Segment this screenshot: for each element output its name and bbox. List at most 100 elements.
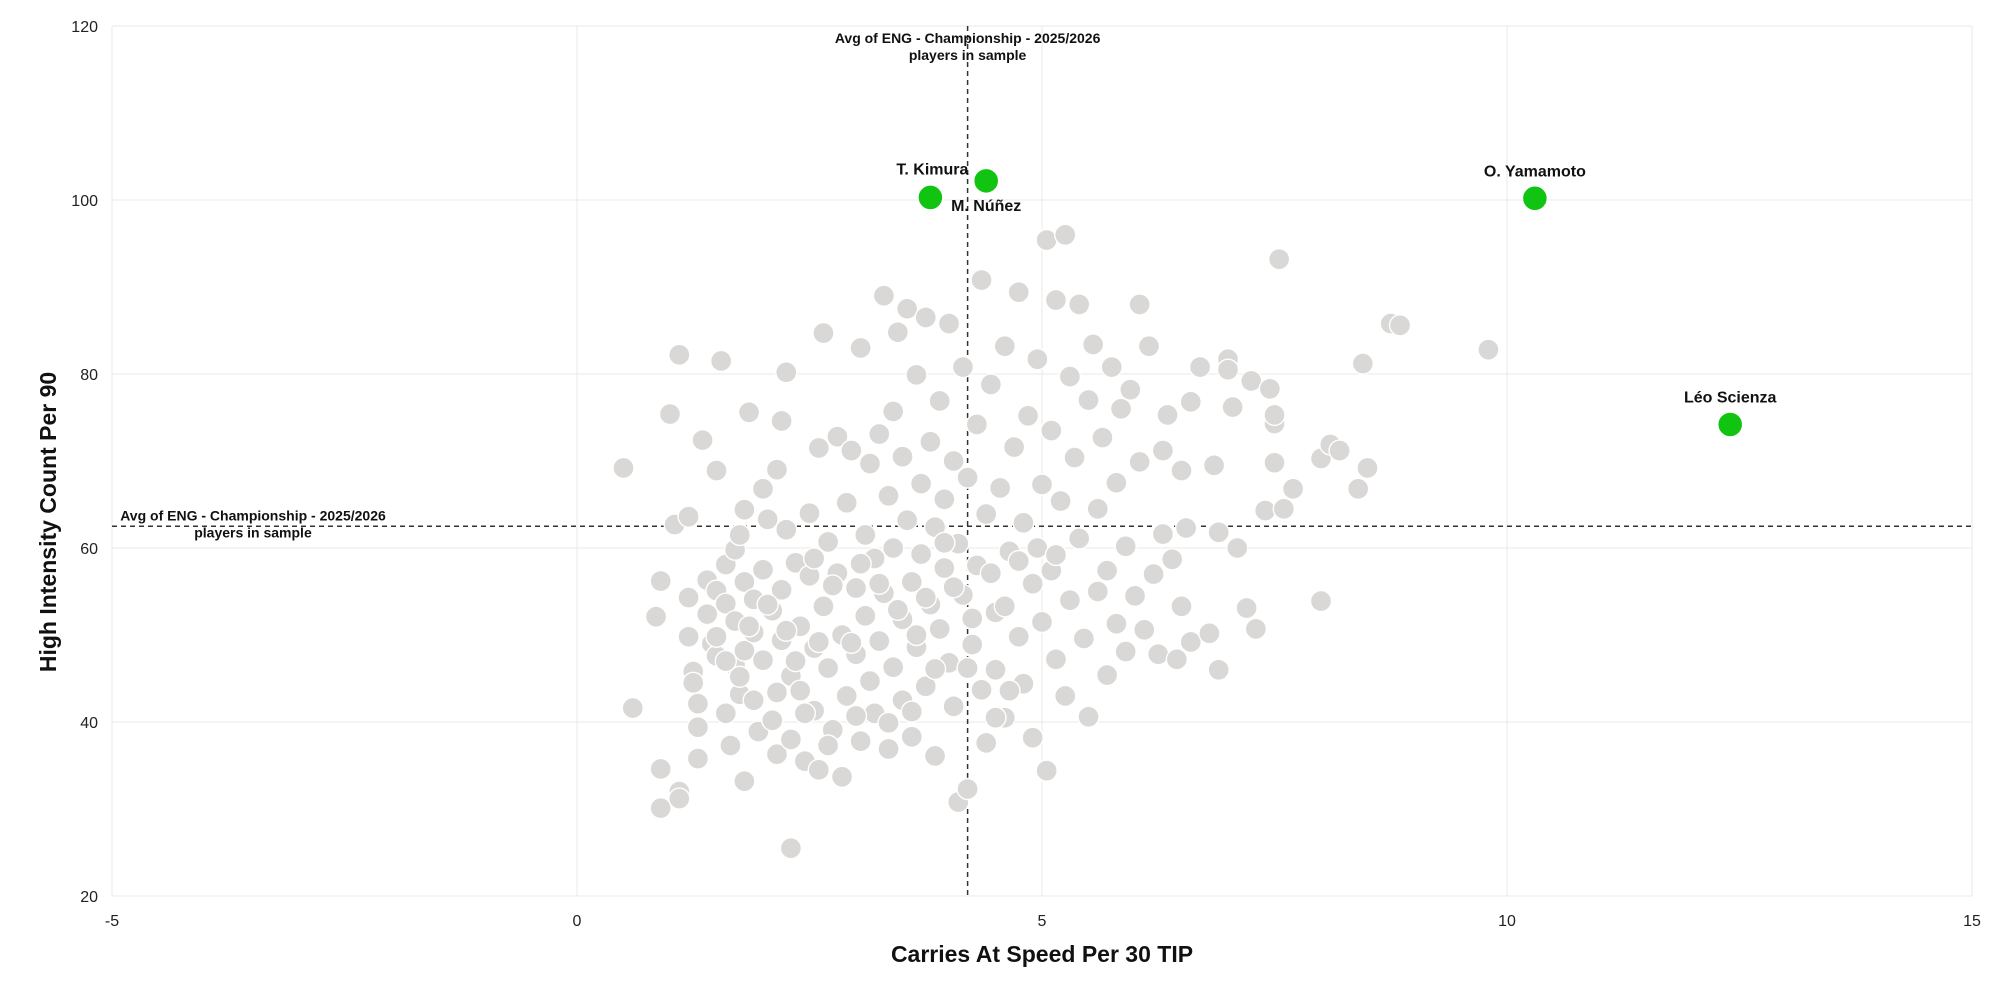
data-point xyxy=(877,484,900,507)
data-point xyxy=(1128,293,1151,316)
data-point xyxy=(1179,630,1203,654)
data-point xyxy=(988,476,1012,500)
data-point xyxy=(895,297,919,320)
data-point xyxy=(937,312,961,335)
data-point xyxy=(858,669,882,693)
data-point xyxy=(1328,439,1351,462)
data-point xyxy=(668,787,691,810)
data-point xyxy=(1105,471,1128,494)
data-point xyxy=(1044,648,1068,671)
data-point xyxy=(686,692,710,715)
data-point xyxy=(765,742,789,766)
data-point xyxy=(751,558,775,581)
data-point xyxy=(779,836,803,860)
grid xyxy=(111,25,1973,897)
data-point xyxy=(1119,378,1142,401)
data-point xyxy=(1281,477,1305,501)
data-point xyxy=(970,268,993,292)
data-point xyxy=(961,633,984,656)
data-point xyxy=(1235,596,1258,620)
data-point xyxy=(1030,610,1054,634)
data-point xyxy=(1272,497,1296,521)
data-point xyxy=(900,700,923,723)
data-point xyxy=(928,389,951,413)
data-point xyxy=(812,595,835,618)
data-point xyxy=(1035,228,1058,252)
data-point xyxy=(1388,314,1412,337)
data-point xyxy=(789,679,812,702)
x-tick-label: -5 xyxy=(105,913,119,930)
data-point xyxy=(751,477,775,501)
data-point xyxy=(979,562,1003,585)
data-point xyxy=(975,502,998,526)
data-point xyxy=(835,491,858,514)
data-point xyxy=(1054,223,1077,247)
data-point xyxy=(1151,439,1175,462)
data-point xyxy=(882,536,905,560)
data-point xyxy=(761,709,784,732)
data-point xyxy=(900,570,923,594)
data-points xyxy=(612,223,1500,860)
data-point xyxy=(909,472,933,495)
data-point xyxy=(872,284,896,307)
data-point xyxy=(1021,572,1044,595)
data-point xyxy=(1044,288,1068,312)
data-point xyxy=(816,734,840,757)
data-point xyxy=(649,757,672,781)
data-point xyxy=(1012,511,1035,534)
data-point xyxy=(993,595,1016,618)
x-axis-title: Carries At Speed Per 30 TIP xyxy=(891,941,1193,967)
data-point xyxy=(802,547,826,570)
data-point xyxy=(705,459,728,482)
data-point xyxy=(1198,622,1221,645)
data-point xyxy=(1226,536,1249,560)
data-point xyxy=(696,602,719,626)
data-point xyxy=(1091,426,1114,449)
data-point xyxy=(1058,589,1082,612)
data-point xyxy=(1263,451,1286,474)
data-point xyxy=(961,607,984,630)
data-point xyxy=(1054,684,1077,708)
data-point xyxy=(737,615,761,638)
highlighted-points: T. Kimura M. Núñez O. Yamamoto Léo Scienza xyxy=(896,161,1777,438)
y-average-label-line1: Avg of ENG - Championship - 2025/2026 xyxy=(120,507,386,523)
data-point xyxy=(612,456,635,480)
data-point xyxy=(1179,390,1203,414)
data-point xyxy=(677,505,700,528)
data-point xyxy=(830,765,854,789)
data-point xyxy=(1026,348,1049,371)
data-point xyxy=(1114,640,1137,663)
data-point xyxy=(854,604,877,628)
data-point xyxy=(975,731,998,755)
data-point xyxy=(1007,281,1030,304)
data-point xyxy=(835,684,858,708)
data-point xyxy=(677,625,700,648)
data-point xyxy=(1067,293,1091,316)
data-point xyxy=(942,449,965,473)
y-axis-title: High Intensity Count Per 90 xyxy=(35,372,61,672)
data-point xyxy=(784,649,807,673)
data-point xyxy=(1086,580,1110,603)
highlight-label: Léo Scienza xyxy=(1684,389,1777,406)
data-point xyxy=(775,619,798,642)
y-tick-label: 80 xyxy=(80,367,98,384)
data-point xyxy=(751,649,775,672)
data-point xyxy=(1030,473,1054,496)
data-point xyxy=(914,675,937,698)
data-point xyxy=(1105,612,1128,635)
data-point xyxy=(840,631,863,655)
data-point xyxy=(1077,388,1100,412)
data-point xyxy=(970,678,993,702)
data-point xyxy=(1346,477,1370,501)
data-point xyxy=(826,425,849,448)
data-point xyxy=(909,542,933,566)
data-point xyxy=(895,508,919,532)
data-point xyxy=(1077,705,1100,728)
data-point xyxy=(942,575,965,599)
data-point xyxy=(807,758,830,782)
data-point xyxy=(1058,365,1082,388)
data-point xyxy=(1156,403,1179,427)
data-point xyxy=(719,734,742,757)
data-point xyxy=(1477,338,1500,361)
data-point xyxy=(933,531,956,554)
